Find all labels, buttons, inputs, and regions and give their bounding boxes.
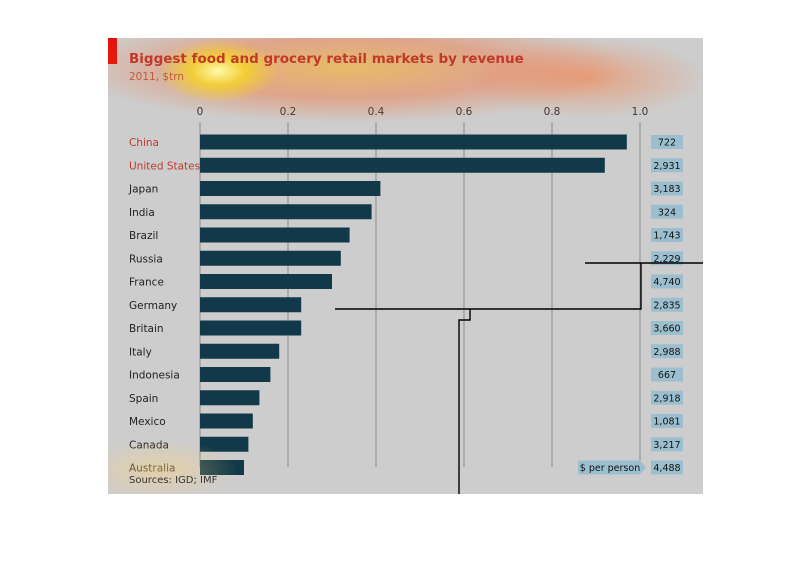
per-person-value: 2,918 [653,393,680,404]
per-person-value: 1,081 [653,417,680,428]
per-person-value: 4,740 [653,277,680,288]
x-tick-label: 0 [197,106,204,118]
per-person-box [651,460,683,475]
per-person-value: 4,488 [653,463,680,474]
bar [200,320,302,336]
bar [200,204,372,220]
bar [200,134,627,150]
bar [200,250,341,266]
cursor-trace-line [458,309,471,494]
category-label: Brazil [129,230,158,242]
category-label: United States [129,160,200,172]
category-label: France [129,277,164,289]
bar [200,343,280,359]
per-person-box [651,181,683,196]
bar [200,157,605,173]
per-person-box [651,228,683,242]
per-person-value: 2,931 [653,161,680,172]
per-person-box [651,204,683,219]
bar [200,390,260,406]
per-person-box [651,437,683,452]
chart-title: Biggest food and grocery retail markets … [129,51,524,67]
per-person-value: 667 [658,370,676,381]
category-label: China [129,137,159,149]
category-label: India [129,207,155,219]
per-person-value: 1,743 [653,231,680,242]
category-label: Russia [129,253,163,265]
per-person-box [651,274,683,289]
bar [200,297,302,313]
bar [200,367,271,382]
x-tick-label: 1.0 [632,106,649,118]
category-label: Italy [129,346,152,358]
per-person-value: 2,229 [653,254,680,265]
per-person-value: 722 [658,138,676,149]
category-label: Canada [129,439,169,451]
bar [200,227,350,243]
per-person-value: 2,835 [653,300,680,311]
bar [200,274,332,289]
chart-sources: Sources: IGD; IMF [129,475,218,486]
category-label: Japan [128,184,158,196]
per-person-box [651,321,683,335]
category-label: Spain [129,393,158,405]
x-tick-label: 0.8 [544,106,561,118]
per-person-box [651,297,683,312]
per-person-box [651,390,683,405]
per-person-value: 3,217 [653,440,680,451]
per-person-box [651,367,683,382]
category-label: Indonesia [129,370,180,382]
chart-subtitle: 2011, $trn [129,71,184,83]
x-tick-label: 0.4 [368,106,385,118]
per-person-legend-label: $ per person [580,463,640,474]
category-label: Australia [129,463,175,475]
cursor-trace-line [335,263,642,310]
category-label: Britain [129,323,164,335]
bar [200,460,244,475]
per-person-box [651,414,683,428]
per-person-value: 2,988 [653,347,680,358]
per-person-value: 324 [658,207,676,218]
bar [200,413,253,429]
category-label: Germany [129,300,177,312]
per-person-legend-box [578,460,646,475]
per-person-box [651,344,683,359]
per-person-value: 3,183 [653,184,680,195]
x-tick-label: 0.6 [456,106,473,118]
category-label: Mexico [129,416,166,428]
bar [200,181,381,196]
per-person-box [651,158,683,173]
x-tick-label: 0.2 [280,106,297,118]
per-person-value: 3,660 [653,324,680,335]
bar [200,436,249,452]
per-person-box [651,251,683,266]
